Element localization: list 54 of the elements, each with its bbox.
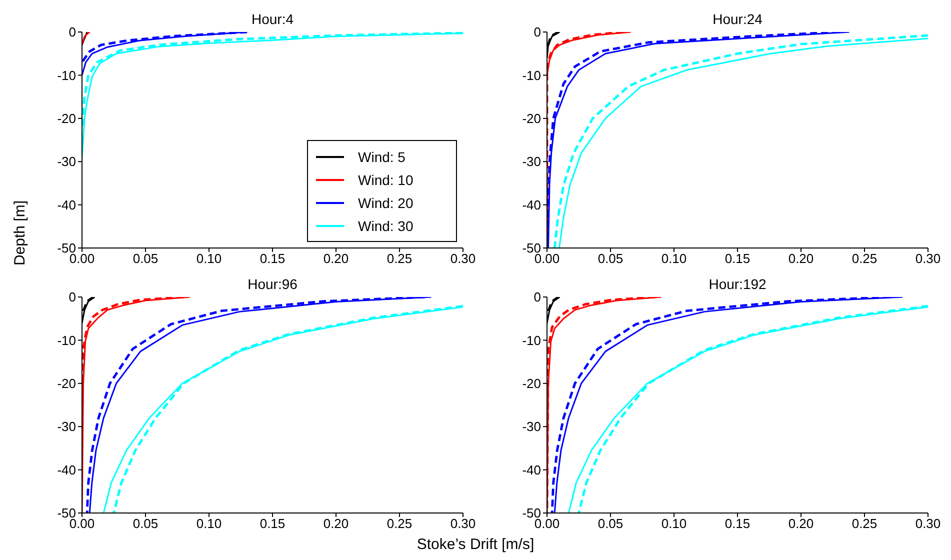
x-tick-label: 0.10 xyxy=(196,251,222,266)
x-tick-label: 0.20 xyxy=(788,516,814,532)
y-tick-label: -40 xyxy=(522,462,541,478)
y-tick-label: -20 xyxy=(57,111,76,126)
y-tick-label: -40 xyxy=(522,197,541,212)
chart-title: Hour:4 xyxy=(250,11,295,27)
chart-title: Hour:192 xyxy=(708,276,768,292)
x-tick-label: 0.30 xyxy=(450,251,476,266)
y-tick-label: -30 xyxy=(57,154,76,170)
x-tick-label: 0.30 xyxy=(915,516,941,532)
y-tick-label: -40 xyxy=(57,462,76,478)
x-tick-label: 0.15 xyxy=(260,251,286,266)
x-tick-label: 0.15 xyxy=(724,516,750,532)
y-tick-label: -30 xyxy=(522,154,541,170)
legend-label: Wind: 30 xyxy=(358,218,414,234)
x-tick-label: 0.25 xyxy=(852,251,878,266)
y-tick-label: -30 xyxy=(522,419,541,434)
x-tick-label: 0.20 xyxy=(323,516,349,532)
y-tick-label: -30 xyxy=(57,419,76,434)
x-tick-label: 0.05 xyxy=(598,516,624,532)
y-tick-label: -20 xyxy=(522,376,541,392)
y-tick-label: -10 xyxy=(57,332,76,348)
x-tick-label: 0.30 xyxy=(915,251,941,266)
x-tick-label: 0.10 xyxy=(196,516,222,532)
y-tick-label: -10 xyxy=(522,68,541,83)
legend-label: Wind: 20 xyxy=(358,194,414,210)
legend-label: Wind: 10 xyxy=(358,172,414,188)
legend-label: Wind: 5 xyxy=(358,148,406,164)
x-tick-label: 0.05 xyxy=(598,251,624,266)
x-tick-label: 0.15 xyxy=(724,251,750,266)
y-tick-label: 0 xyxy=(534,290,541,305)
x-tick-label: 0.15 xyxy=(260,516,286,532)
y-tick-label: -10 xyxy=(522,332,541,348)
x-tick-label: 0.25 xyxy=(386,516,412,532)
y-tick-label: -10 xyxy=(57,68,76,83)
y-tick-label: -20 xyxy=(522,111,541,126)
y-tick-label: 0 xyxy=(68,24,76,40)
x-tick-label: 0.20 xyxy=(323,251,349,266)
x-tick-label: 0.25 xyxy=(852,516,878,532)
y-tick-label: -40 xyxy=(57,197,76,212)
y-tick-label: 0 xyxy=(68,290,76,305)
x-tick-label: 0.05 xyxy=(132,516,158,532)
x-tick-label: 0.10 xyxy=(661,516,687,532)
x-axis-title: Stoke’s Drift [m/s] xyxy=(416,536,536,553)
x-tick-label: 0.10 xyxy=(661,251,687,266)
x-tick-label: 0.25 xyxy=(386,251,412,266)
x-tick-label: 0.20 xyxy=(788,251,814,266)
y-tick-label: 0 xyxy=(534,24,541,40)
y-axis-title: Depth [m] xyxy=(12,200,28,266)
x-tick-label: 0.30 xyxy=(450,516,476,532)
chart-title: Hour:96 xyxy=(246,276,298,292)
y-tick-label: -20 xyxy=(57,376,76,392)
chart-title: Hour:24 xyxy=(712,11,764,27)
x-tick-label: 0.05 xyxy=(132,251,158,266)
